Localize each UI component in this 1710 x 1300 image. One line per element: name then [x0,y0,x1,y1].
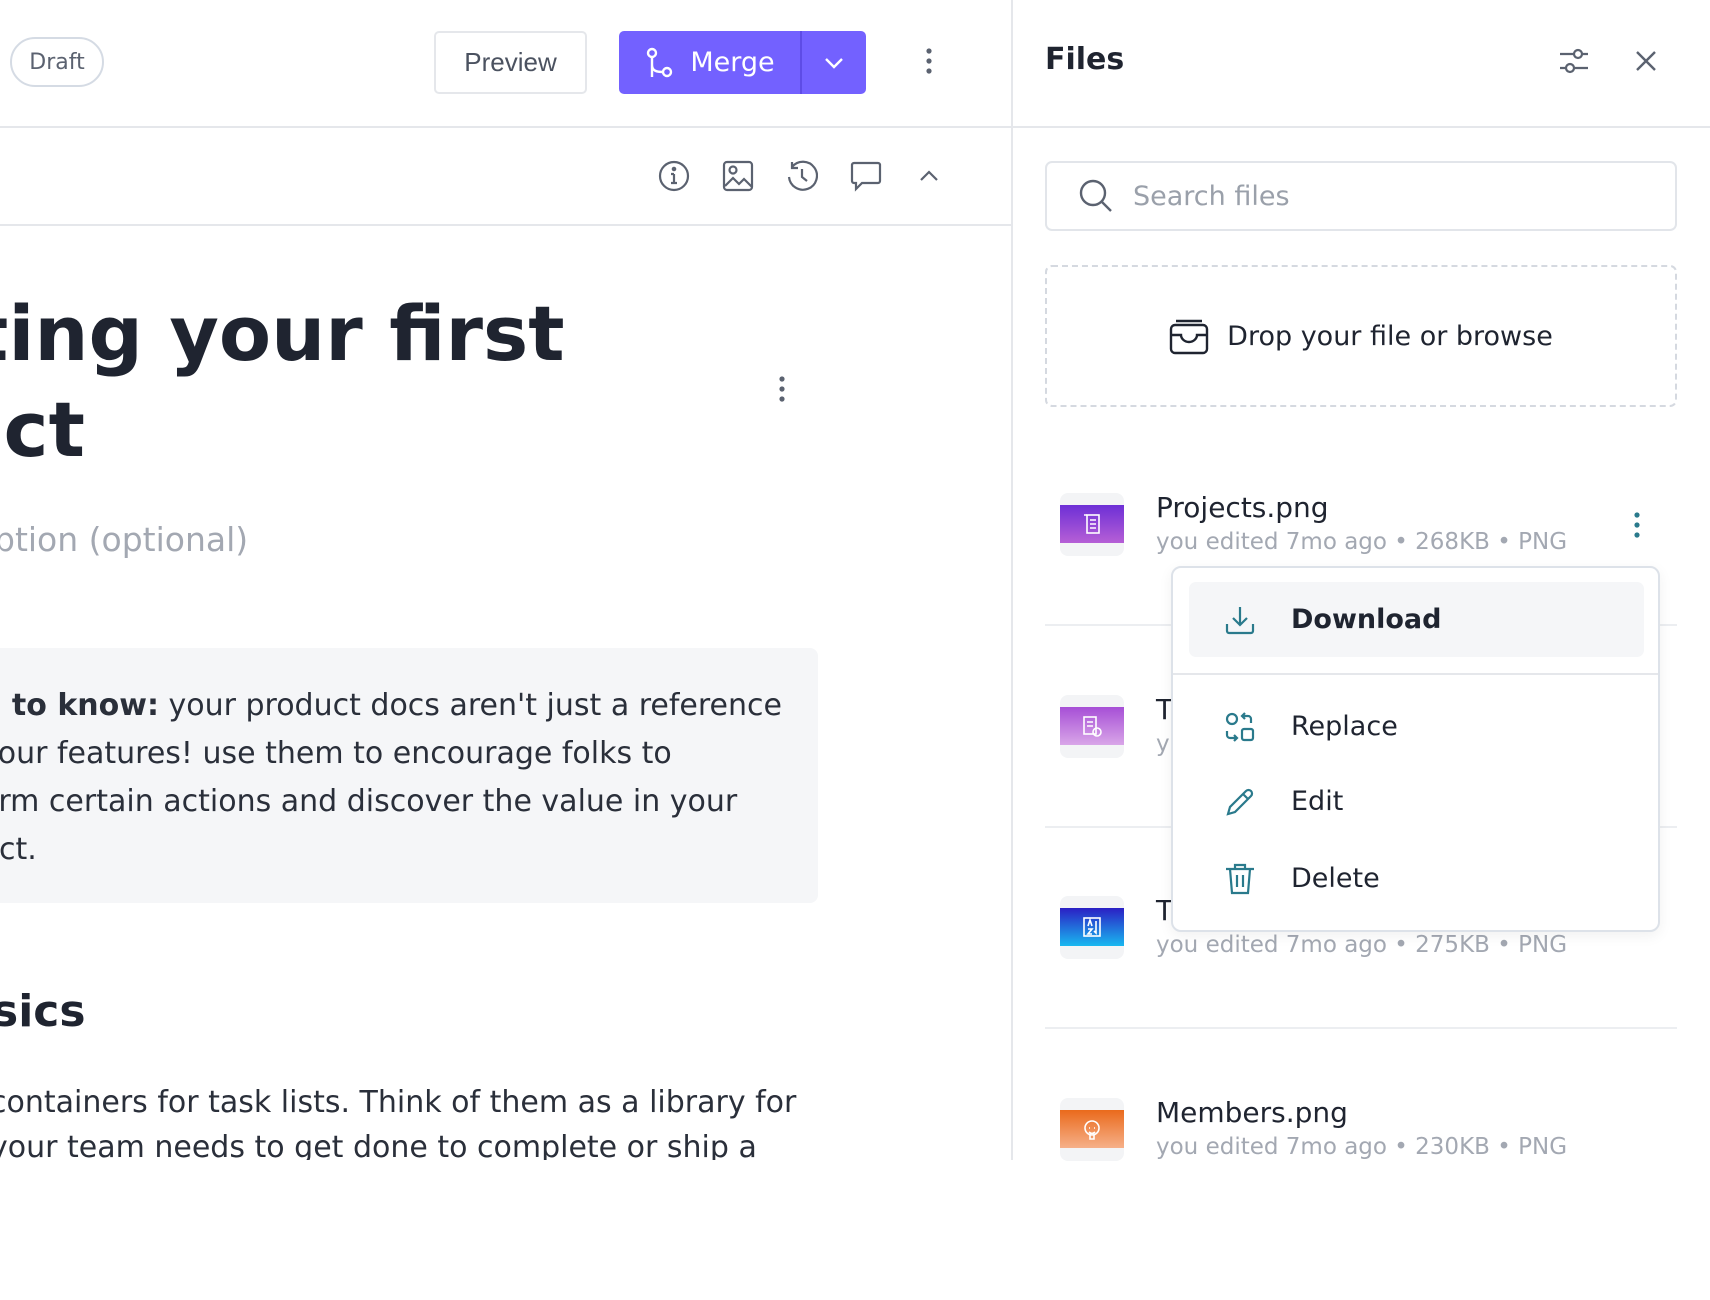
download-icon [1225,606,1255,634]
file-row[interactable]: T you edited 7mo ago • 275KB • PNG [1045,894,1677,1098]
history-icon[interactable] [782,156,822,196]
callout-block: d to know: your product docs aren't just… [0,648,818,903]
git-merge-icon [647,47,673,77]
replace-icon [1225,711,1255,742]
chevron-up-icon[interactable] [909,156,949,196]
file-meta: y [1156,731,1170,757]
files-panel-title: Files [1045,42,1125,77]
chevron-down-icon [825,57,843,69]
file-thumbnail [1060,1098,1124,1161]
image-icon[interactable] [718,156,758,196]
description-input[interactable]: ption (optional) [0,520,249,559]
search-input[interactable] [1133,180,1633,212]
report-icon [1083,716,1102,737]
panel-divider [1011,0,1013,1160]
section-heading: sics [0,986,86,1037]
block-options-icon[interactable] [762,369,802,409]
file-dropzone[interactable]: Drop your file or browse [1045,265,1677,407]
file-row[interactable]: Projects.png you edited 7mo ago • 268KB … [1045,491,1677,695]
callout-bold: d to know: [0,688,159,723]
paragraph: containers for task lists. Think of them… [0,1085,797,1160]
merge-options-button[interactable] [802,31,866,94]
trash-icon [1226,863,1254,894]
editor-pane: Draft Preview Merge ting your first ect … [0,31,1011,1160]
filter-icon[interactable] [1554,41,1594,81]
dropzone-label: Drop your file or browse [1227,320,1553,352]
menu-item-edit[interactable]: Edit [1189,764,1644,839]
search-files-field[interactable] [1045,161,1677,231]
close-icon[interactable] [1626,41,1666,81]
file-name: Projects.png [1156,491,1329,524]
file-thumbnail [1060,896,1124,959]
merge-button[interactable]: Merge [619,31,802,94]
file-context-menu: Download Replace Edit Delete [1171,566,1660,932]
file-name: T [1156,693,1174,726]
menu-item-download[interactable]: Download [1189,582,1644,657]
preview-button[interactable]: Preview [434,31,587,94]
file-row[interactable]: Members.png you edited 7mo ago • 230KB •… [1045,1096,1677,1300]
file-options-icon[interactable] [1617,505,1657,545]
file-name: T [1156,894,1174,927]
more-options-icon[interactable] [909,41,949,81]
status-badge: Draft [10,37,104,87]
sort-icon [1083,917,1101,937]
search-icon [1079,179,1112,212]
info-icon[interactable] [654,156,694,196]
file-meta: you edited 7mo ago • 230KB • PNG [1156,1134,1568,1160]
file-meta: you edited 7mo ago • 268KB • PNG [1156,529,1568,555]
document-icon [1084,514,1100,534]
pencil-icon [1226,788,1254,816]
menu-item-delete[interactable]: Delete [1189,841,1644,916]
page-title[interactable]: ting your first ect [0,289,565,474]
file-meta: you edited 7mo ago • 275KB • PNG [1156,932,1568,958]
merge-split-button: Merge [619,31,866,94]
file-name: Members.png [1156,1096,1348,1129]
inbox-icon [1169,319,1209,355]
comment-icon[interactable] [846,156,886,196]
merge-label: Merge [690,47,775,78]
menu-item-replace[interactable]: Replace [1189,689,1644,764]
file-thumbnail [1060,695,1124,758]
file-thumbnail [1060,493,1124,556]
member-icon [1084,1120,1100,1140]
